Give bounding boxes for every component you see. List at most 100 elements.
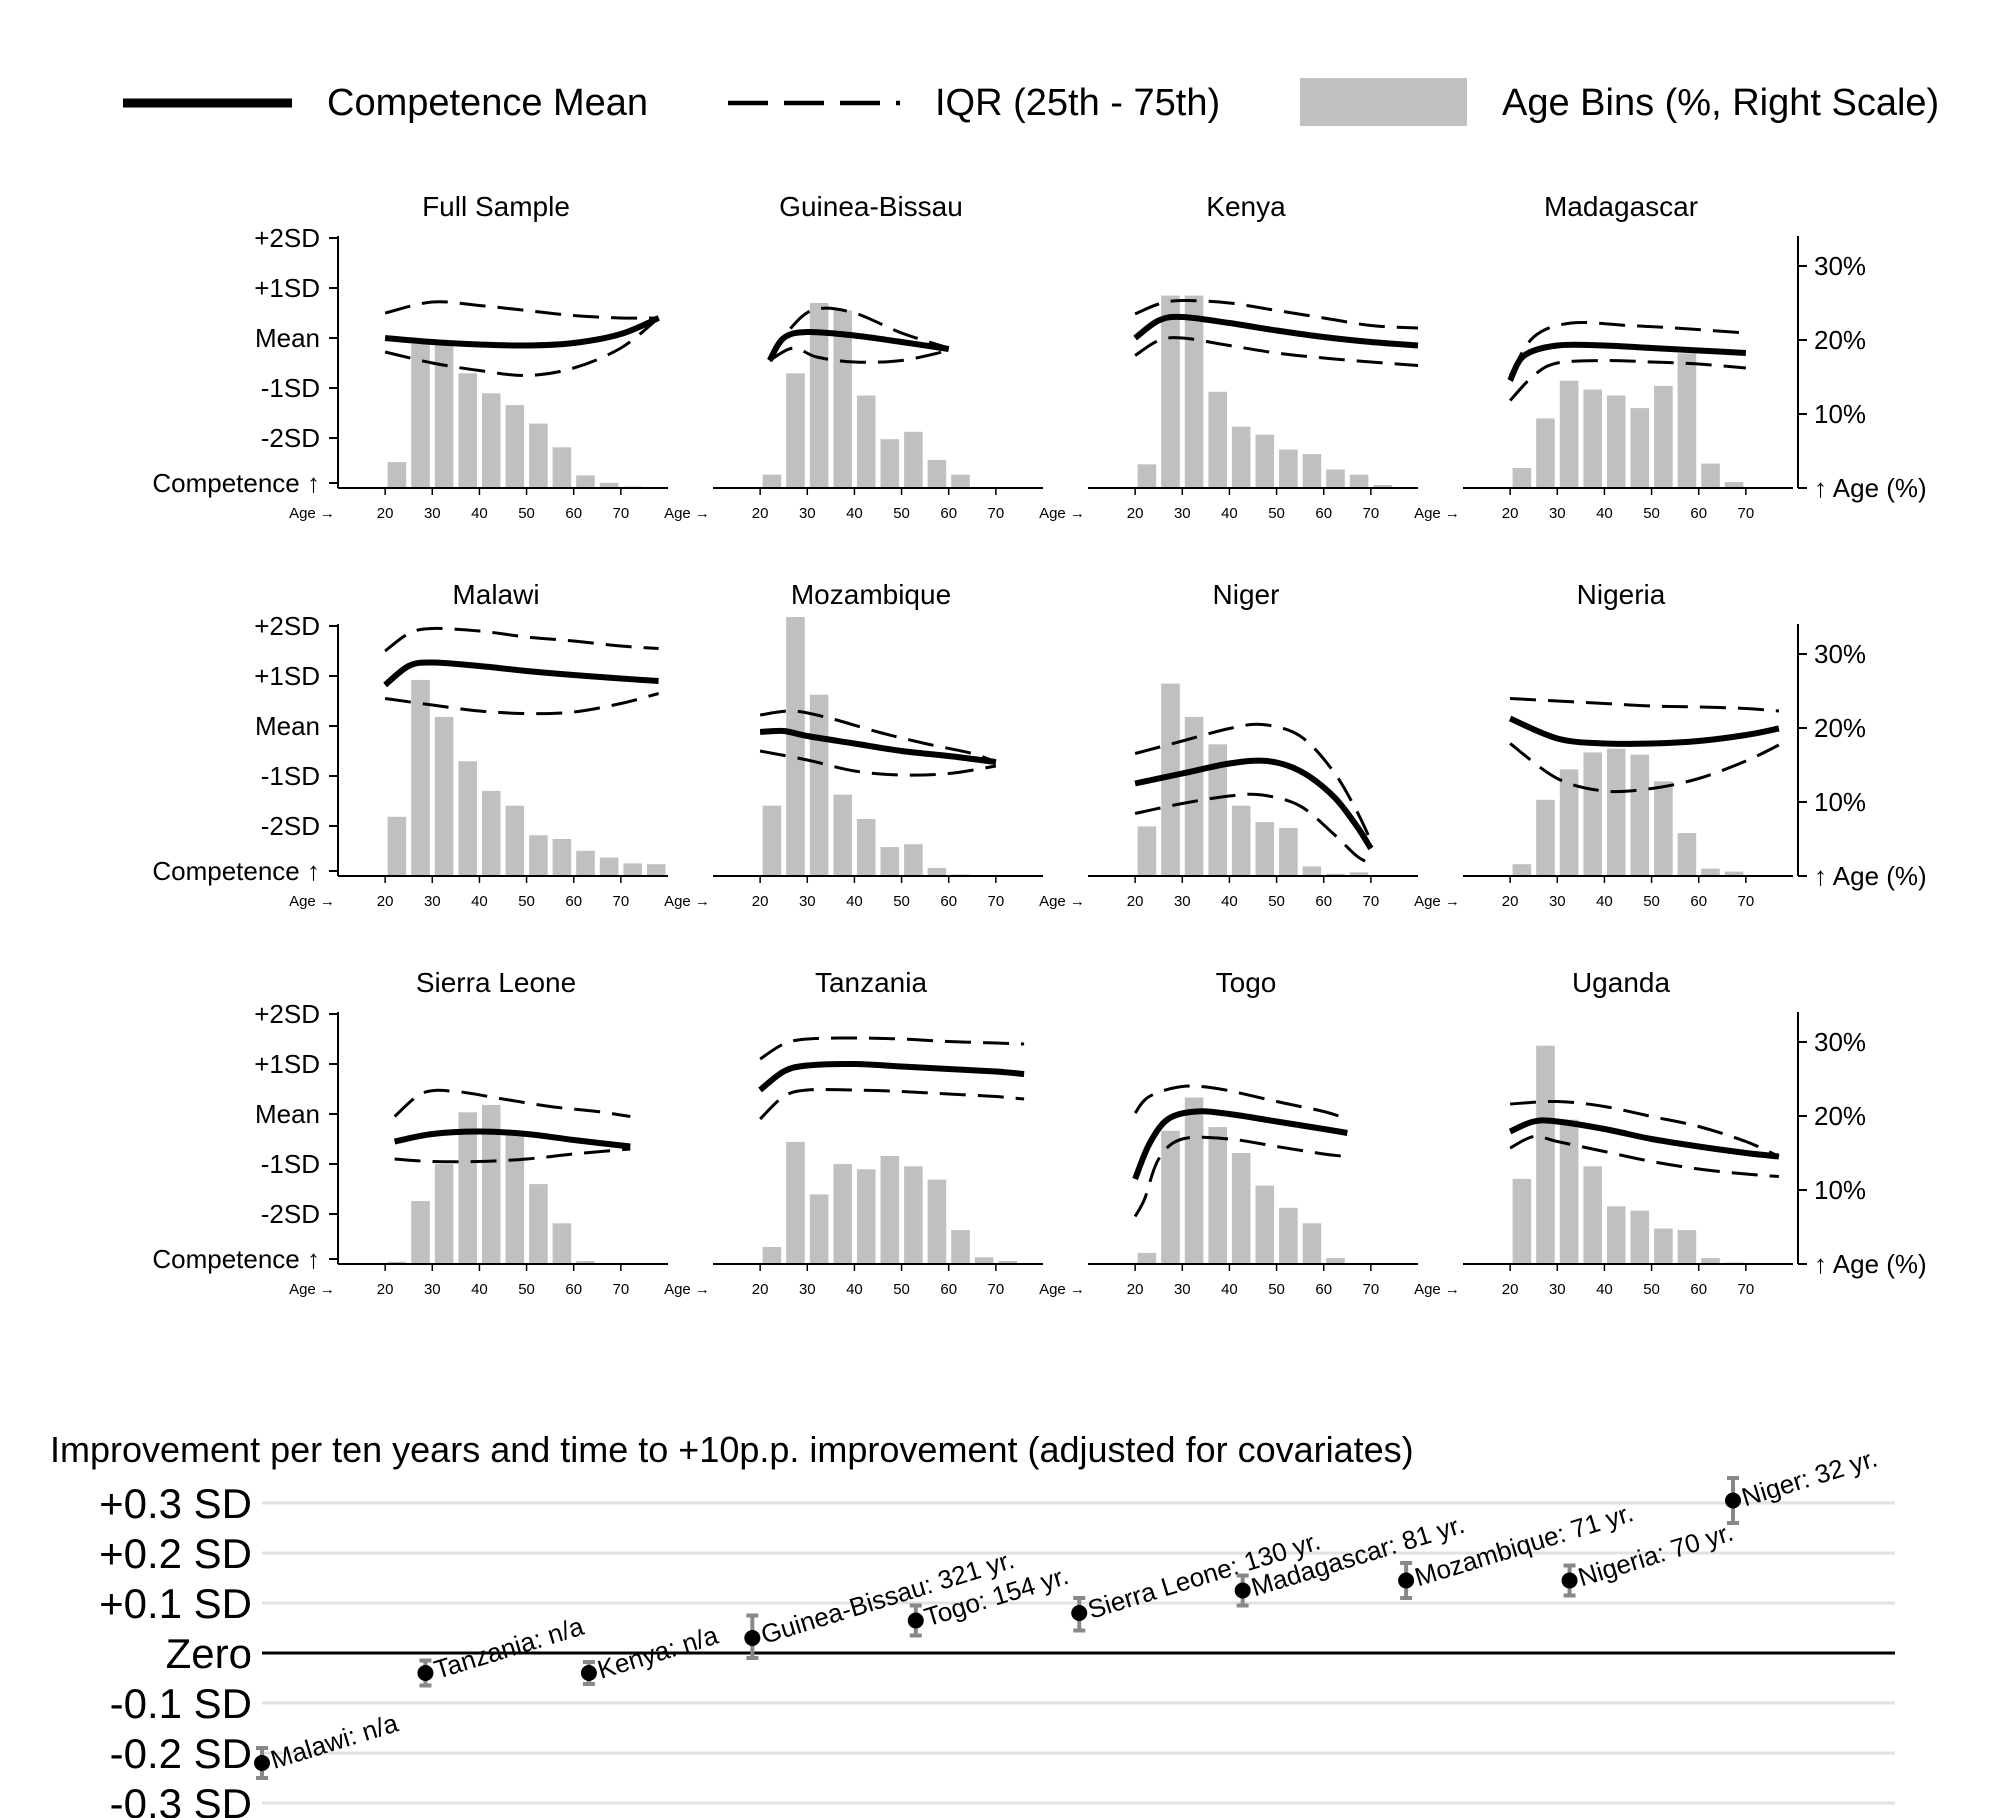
iqr-lower-line <box>384 316 660 378</box>
panel-grid: Age → 20 30 40 50 60 70 Full Sample +2SD +1SD Mean… <box>152 191 1926 1298</box>
age-bin-bar <box>1654 385 1673 488</box>
x-axis-caption: Age → <box>1414 505 1460 522</box>
iqr-lower-line <box>759 749 997 777</box>
x-tick-label: 20 <box>377 505 394 522</box>
x-tick-label: 20 <box>752 893 769 910</box>
iqr-lower-line <box>1509 742 1780 794</box>
left-y-caption: Competence ↑ <box>152 1244 320 1274</box>
age-bin-bar <box>951 474 970 488</box>
age-bin-bar <box>927 459 947 488</box>
age-bin-bar <box>1559 769 1579 876</box>
age-bin-bar <box>880 1156 900 1264</box>
panel-title: Sierra Leone <box>416 967 576 998</box>
age-bin-bar <box>1326 873 1345 876</box>
age-bin-bar <box>1559 1119 1579 1264</box>
x-tick-label: 70 <box>1363 505 1380 522</box>
x-tick-label: 70 <box>1363 1281 1380 1298</box>
x-axis-caption: Age → <box>289 1281 335 1298</box>
competence-mean-line <box>383 659 659 688</box>
x-tick-label: 60 <box>565 505 582 522</box>
x-tick-label: 40 <box>846 1281 863 1298</box>
x-tick-label: 70 <box>613 1281 630 1298</box>
right-y-tick-label: 10% <box>1814 787 1866 817</box>
age-bin-bar <box>1512 1178 1532 1264</box>
age-bin-bar <box>762 805 782 876</box>
x-tick-label: 20 <box>752 505 769 522</box>
age-bin-bar <box>1701 463 1720 488</box>
age-bin-bar <box>1349 872 1369 876</box>
age-bin-bar <box>1536 799 1555 876</box>
x-axis-caption: Age → <box>289 505 335 522</box>
right-y-tick-label: 10% <box>1814 1175 1866 1205</box>
iqr-upper-line <box>759 1036 1025 1061</box>
age-bin-bar <box>856 1169 876 1264</box>
y-tick-label: +0.1 SD <box>99 1580 252 1627</box>
age-bin-bar <box>1630 1210 1650 1264</box>
left-y-tick-label: -1SD <box>261 1149 320 1179</box>
x-tick-label: 50 <box>893 1281 910 1298</box>
y-tick-label: +0.2 SD <box>99 1530 252 1577</box>
age-bin-bar <box>458 1112 477 1264</box>
competence-mean-line <box>759 727 997 765</box>
age-bin-bar <box>1677 833 1697 876</box>
left-y-tick-label: -2SD <box>261 811 320 841</box>
age-bin-bar <box>387 462 407 488</box>
left-y-tick-label: -2SD <box>261 423 320 453</box>
x-tick-label: 70 <box>1363 893 1380 910</box>
x-axis-caption: Age → <box>1039 1281 1085 1298</box>
left-y-tick-label: +2SD <box>254 999 320 1029</box>
iqr-upper-line <box>1510 697 1780 713</box>
x-tick-label: 60 <box>565 893 582 910</box>
iqr-upper-line <box>1508 320 1747 377</box>
x-tick-label: 60 <box>1315 505 1332 522</box>
iqr-upper-line <box>1133 1084 1348 1121</box>
x-tick-label: 70 <box>988 893 1005 910</box>
iqr-lower-line <box>1134 792 1372 865</box>
x-tick-label: 70 <box>613 505 630 522</box>
x-axis-caption: Age → <box>1039 505 1085 522</box>
x-tick-label: 50 <box>1643 1281 1660 1298</box>
y-tick-label: -0.2 SD <box>110 1730 252 1777</box>
x-axis-caption: Age → <box>1414 1281 1460 1298</box>
x-tick-label: 60 <box>940 1281 957 1298</box>
iqr-upper-line <box>384 300 659 320</box>
x-tick-label: 40 <box>846 893 863 910</box>
x-tick-label: 60 <box>1690 505 1707 522</box>
x-tick-label: 30 <box>799 505 816 522</box>
iqr-upper-line <box>1510 1099 1780 1158</box>
panel-mozambique: Age → 20 30 40 50 60 70 Mozambique <box>664 579 1043 910</box>
x-tick-label: 50 <box>1268 1281 1285 1298</box>
panel-madagascar: Age → 20 30 40 50 60 70 Madagascar 30% 20% 10% ↑ Ag… <box>1414 191 1927 522</box>
legend-bins-label: Age Bins (%, Right Scale) <box>1502 82 1939 124</box>
panel-guinea-bissau: Age → 20 30 40 50 60 70 Guinea-Bissau <box>664 191 1043 522</box>
x-axis-caption: Age → <box>1414 893 1460 910</box>
age-bin-bar <box>1161 1130 1180 1264</box>
age-bin-bar <box>1630 408 1650 488</box>
age-bin-bar <box>1701 868 1720 876</box>
age-bin-bar <box>833 1164 852 1264</box>
panel-tanzania: Age → 20 30 40 50 60 70 Tanzania <box>664 967 1043 1298</box>
x-tick-label: 40 <box>1596 893 1613 910</box>
competence-mean-line <box>384 315 660 349</box>
left-y-tick-label: -1SD <box>261 761 320 791</box>
age-bin-bar <box>904 1166 923 1264</box>
x-tick-label: 30 <box>1174 893 1191 910</box>
x-tick-label: 20 <box>377 893 394 910</box>
x-tick-label: 50 <box>518 1281 535 1298</box>
age-bin-bar <box>809 303 829 488</box>
age-bin-bar <box>786 617 805 876</box>
age-bin-bar <box>1279 449 1298 488</box>
age-bin-bar <box>1677 1230 1697 1264</box>
x-tick-label: 30 <box>799 893 816 910</box>
age-bin-bar <box>481 790 501 876</box>
age-bin-bar <box>833 794 852 876</box>
iqr-lower-line <box>384 692 659 716</box>
age-bin-bar <box>1512 468 1532 488</box>
age-bin-bar <box>1255 434 1275 488</box>
panel-kenya: Age → 20 30 40 50 60 70 Kenya <box>1039 191 1419 522</box>
age-bin-bar <box>434 716 454 876</box>
age-bin-bar <box>529 835 548 876</box>
right-y-tick-label: 20% <box>1814 325 1866 355</box>
age-bin-bar <box>1208 391 1227 488</box>
iqr-upper-line <box>1134 298 1419 330</box>
